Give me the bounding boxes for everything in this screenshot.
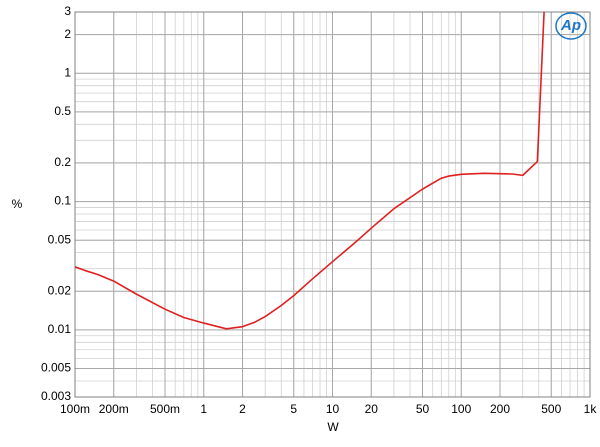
x-tick-label: 5 (290, 402, 297, 416)
y-axis-label: % (12, 197, 23, 211)
y-tick-label: 0.2 (54, 155, 71, 169)
x-tick-label: 200 (490, 402, 510, 416)
y-tick-label: 1 (64, 65, 71, 79)
logo: Ap (560, 17, 581, 34)
y-tick-label: 0.003 (41, 389, 71, 403)
x-tick-label: 100m (60, 402, 90, 416)
y-tick-label: 0.02 (48, 283, 72, 297)
x-tick-label: 2 (239, 402, 246, 416)
y-tick-label: 2 (64, 27, 71, 41)
x-tick-label: 10 (326, 402, 340, 416)
x-axis-label: W (327, 420, 339, 434)
x-tick-label: 50 (416, 402, 430, 416)
x-tick-label: 20 (365, 402, 379, 416)
y-tick-label: 0.1 (54, 194, 71, 208)
x-tick-label: 200m (99, 402, 129, 416)
x-tick-label: 500m (150, 402, 180, 416)
plot-border (74, 11, 591, 398)
y-tick-label: 0.05 (48, 232, 72, 246)
data-line (75, 12, 545, 330)
plot-layer: 100m 200m 500m 1 2 5 10 20 50 100 200 500 1k 3 2 1 0.5 0.… (41, 4, 597, 416)
y-tick-label: 0.01 (48, 322, 72, 336)
logo-ring (555, 12, 587, 40)
x-tick-label: 100 (451, 402, 471, 416)
y-tick-label: 0.5 (54, 104, 71, 118)
x-tick-label: 500 (541, 402, 561, 416)
y-tick-label: 0.005 (41, 361, 71, 375)
y-tick-label: 3 (64, 4, 71, 18)
x-tick-label: 1 (200, 402, 207, 416)
x-tick-label: 1k (584, 402, 598, 416)
